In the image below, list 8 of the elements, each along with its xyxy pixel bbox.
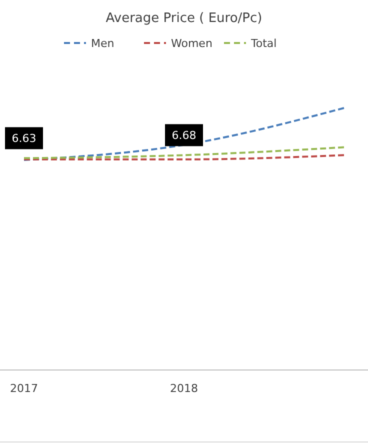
x-tick-label: 2018 <box>170 382 198 395</box>
data-label: 6.68 <box>172 129 196 142</box>
legend-label: Total <box>250 37 277 50</box>
legend-label: Men <box>91 37 114 50</box>
x-tick-label: 2017 <box>10 382 38 395</box>
data-label: 6.63 <box>12 132 36 146</box>
legend-label: Women <box>171 37 212 50</box>
chart-title: Average Price ( Euro/Pc) <box>106 11 262 26</box>
